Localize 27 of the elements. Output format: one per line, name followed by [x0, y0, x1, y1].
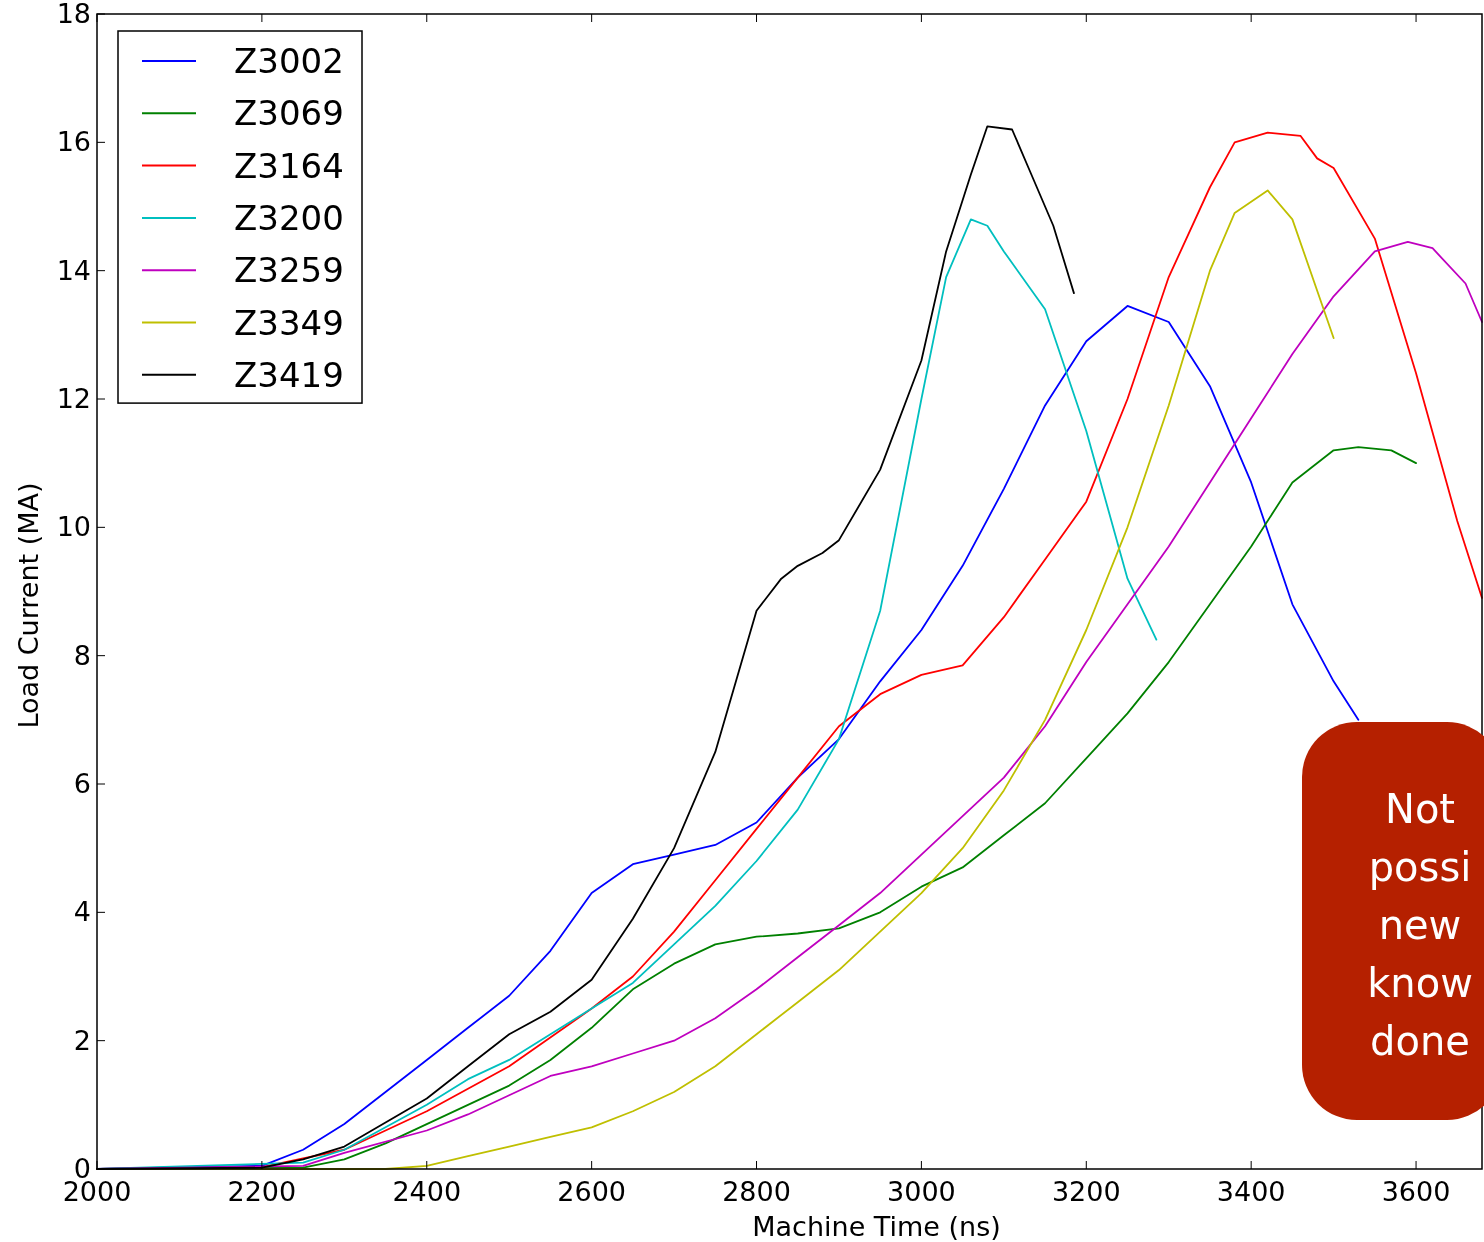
x-tick-label: 2400: [392, 1176, 462, 1207]
legend-label: Z3259: [234, 250, 344, 291]
y-tick-label: 2: [73, 1024, 91, 1056]
y-tick-label: 6: [73, 768, 91, 799]
y-tick-label: 4: [73, 896, 91, 928]
y-tick-label: 12: [56, 383, 91, 414]
x-tick-label: 3600: [1381, 1176, 1451, 1207]
y-tick-label: 16: [56, 126, 91, 158]
x-axis-title: Machine Time (ns): [752, 1211, 1001, 1242]
annotation: Not possi new know done: [1367, 786, 1473, 1064]
legend-label: Z3069: [234, 93, 344, 134]
x-tick-label: 2800: [722, 1176, 791, 1207]
y-tick-label: 18: [56, 0, 91, 29]
x-tick-label: 3000: [887, 1176, 956, 1207]
x-tick-label: 3200: [1051, 1176, 1121, 1207]
legend-label: Z3164: [234, 145, 344, 186]
legend-label: Z3002: [234, 41, 344, 81]
legend-label: Z3200: [234, 197, 344, 238]
legend-label: Z3419: [234, 354, 344, 395]
x-tick-label: 2200: [227, 1176, 297, 1207]
x-tick-label: 2600: [557, 1176, 626, 1207]
y-tick-label: 10: [56, 511, 91, 543]
y-tick-label: 14: [56, 254, 91, 286]
y-axis-title: Load Current (MA): [13, 482, 44, 729]
y-tick-label: 8: [73, 639, 91, 671]
x-tick-label: 3400: [1216, 1176, 1286, 1207]
legend-label: Z3349: [234, 302, 344, 343]
